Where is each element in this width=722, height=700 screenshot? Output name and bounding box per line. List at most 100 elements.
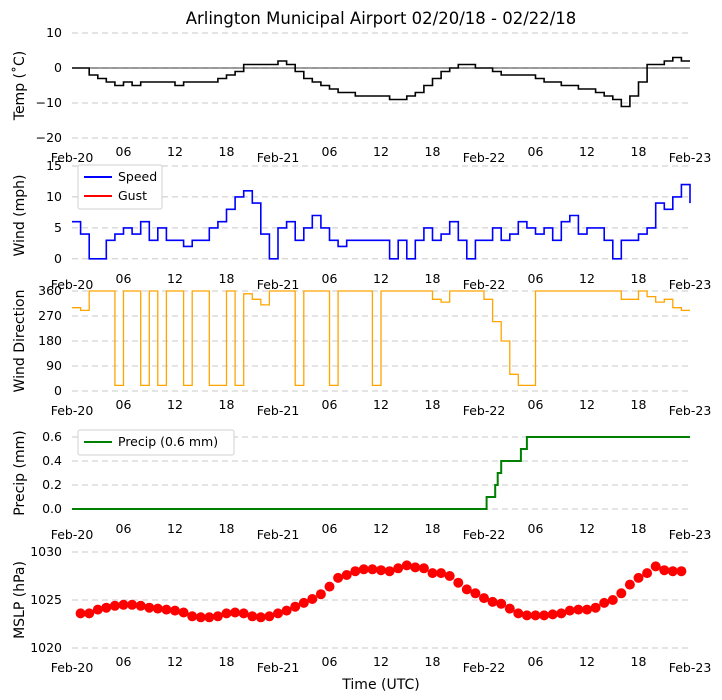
mslp-point [230,607,241,618]
mslp-point [238,608,249,619]
mslp-point [307,594,318,604]
x-tick-label: Feb-21 [257,660,300,675]
mslp-point [513,608,524,619]
mslp-point [453,577,464,588]
mslp-point [599,597,610,608]
x-tick-label: 06 [528,521,544,536]
x-tick-label: Feb-20 [51,660,94,675]
x-tick-label: Feb-22 [463,277,506,292]
panel-precip: 0.6 0.4 0.2 0.0 Feb-20 06 12 18 Feb-21 06 12 18 Feb-… [12,429,711,542]
y-tick-label: 90 [46,358,62,373]
x-tick-label: 12 [373,144,389,159]
series-line-temperature [72,56,690,108]
mslp-point [418,563,429,574]
mslp-point [152,603,163,614]
panel-mslp: 1030 1025 1020 Feb-20 06 12 18 Feb-21 06 12 18 Feb-… [12,544,711,675]
x-tick-label: 18 [425,144,441,159]
mslp-point [109,600,120,611]
x-tick-label: 06 [528,271,544,286]
x-tick-label: Feb-22 [463,660,506,675]
x-tick-label: Feb-21 [257,277,300,292]
x-tick-label: 12 [167,654,183,669]
y-axis-label: Wind Direction [12,290,28,393]
x-tick-label: 18 [219,521,235,536]
mslp-point [367,564,378,575]
mslp-point [393,563,404,574]
mslp-point [582,604,592,615]
x-tick-label: 18 [631,144,647,159]
mslp-point [401,560,412,571]
mslp-point [324,581,335,592]
x-tick-label: 06 [528,144,544,159]
series-line-speed [72,183,691,260]
y-tick-label: 0.6 [42,429,62,444]
y-tick-label: 0 [54,251,62,266]
mslp-point [195,612,206,623]
mslp-point [333,572,344,583]
x-tick-label: 06 [116,144,132,159]
mslp-point [84,608,95,619]
x-tick-label: 12 [167,271,183,286]
x-tick-label: Feb-20 [51,150,94,165]
chart-title: Arlington Municipal Airport 02/20/18 - 0… [186,9,577,28]
mslp-point [204,612,215,623]
mslp-point [487,596,498,607]
mslp-point [547,609,558,620]
x-tick-label: Feb-23 [669,660,712,675]
y-axis-label: Precip (mm) [12,430,28,515]
x-tick-label: 18 [425,271,441,286]
panel-wind: 15 10 5 0 Feb-20 06 12 18 Feb-21 06 12 18 Feb-22 06 12… [12,158,711,292]
mslp-point [496,598,507,609]
x-tick-label: 18 [631,521,647,536]
y-tick-label: 1030 [30,544,62,559]
x-tick-label: 18 [425,397,441,412]
mslp-point [281,605,292,616]
x-tick-label: 12 [579,271,595,286]
x-tick-label: Feb-20 [51,403,94,418]
y-tick-label: 1020 [30,640,62,655]
mslp-point [376,565,386,576]
mslp-point [127,599,138,610]
x-tick-label: 12 [579,654,595,669]
mslp-point [161,604,172,615]
x-tick-label: Feb-20 [51,277,94,292]
x-tick-label: 12 [373,654,389,669]
mslp-point [521,610,532,621]
mslp-point [212,611,223,622]
x-tick-label: 06 [116,397,132,412]
panel-direction: 360 270 180 90 0 Feb-20 06 12 18 Feb-21 06 12 18 Feb-… [12,283,711,418]
mslp-point [633,572,644,583]
x-tick-label: 18 [219,144,235,159]
mslp-point [384,566,395,577]
legend-box [77,429,235,456]
x-tick-label: 18 [219,654,235,669]
mslp-point [170,605,180,616]
x-tick-label: 12 [579,144,595,159]
x-tick-label: Feb-22 [463,527,506,542]
mslp-point [676,566,687,577]
mslp-point [616,588,627,599]
mslp-point [479,593,489,604]
x-tick-label: Feb-21 [257,403,300,418]
panel-temp: 10 0 −10 −20 Feb-20 06 12 18 Feb-21 06 12 18 Feb-22 0… [11,25,711,165]
mslp-point [264,611,275,622]
mslp-point [135,600,146,611]
mslp-point [624,579,635,590]
x-tick-label: 18 [219,397,235,412]
x-tick-label: 06 [116,271,132,286]
mslp-point [573,604,584,615]
x-tick-label: 18 [631,397,647,412]
mslp-point [92,604,103,615]
x-tick-label: Feb-23 [669,527,712,542]
mslp-point [659,565,670,576]
x-tick-label: 12 [167,397,183,412]
legend-label: Gust [118,188,147,203]
mslp-point [590,602,601,613]
mslp-point [461,584,472,595]
y-tick-label: 0.2 [42,477,62,492]
y-tick-label: 0 [54,60,62,75]
mslp-point [341,570,352,580]
x-tick-label: Feb-23 [669,277,712,292]
y-tick-label: 0.4 [42,453,62,468]
